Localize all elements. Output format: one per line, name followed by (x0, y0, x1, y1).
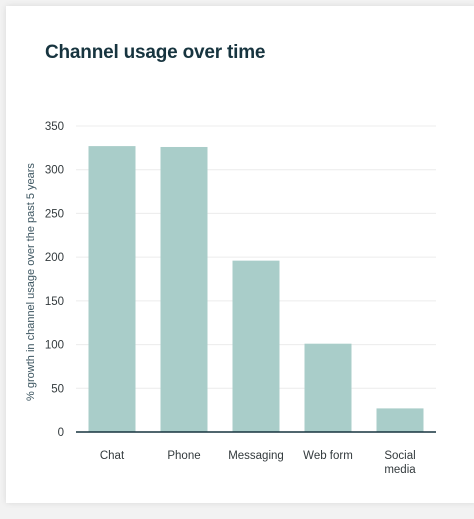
y-tick-label: 0 (58, 427, 64, 439)
chart-title: Channel usage over time (45, 42, 266, 63)
y-axis-ticks: 0 50 100 150 200 250 300 350 (45, 121, 64, 439)
y-tick-label: 350 (45, 121, 64, 133)
y-axis-title: % growth in channel usage over the past … (25, 163, 37, 401)
y-tick-label: 200 (45, 252, 64, 264)
x-tick-label: Messaging (228, 450, 284, 462)
y-tick-label: 100 (45, 340, 64, 352)
x-axis-labels: Chat Phone Messaging Web form Social media (100, 450, 416, 476)
y-tick-label: 250 (45, 208, 64, 220)
bars (88, 146, 424, 433)
bar-chart: 0 50 100 150 200 250 300 350 Chat Phone Messaging… (25, 121, 436, 476)
bar (160, 146, 208, 433)
bar (232, 260, 280, 432)
y-tick-label: 300 (45, 165, 64, 177)
bar (376, 408, 424, 432)
chart-card: Channel usage over time 0 50 100 150 200 250 3… (6, 6, 474, 503)
x-tick-label: Chat (100, 450, 125, 462)
x-tick-label: Phone (167, 450, 200, 462)
x-tick-label: Web form (303, 450, 353, 462)
x-tick-label: Social media (384, 450, 416, 476)
y-tick-label: 150 (45, 296, 64, 308)
bar (88, 146, 136, 432)
bar (304, 343, 352, 432)
y-tick-label: 50 (51, 383, 64, 395)
